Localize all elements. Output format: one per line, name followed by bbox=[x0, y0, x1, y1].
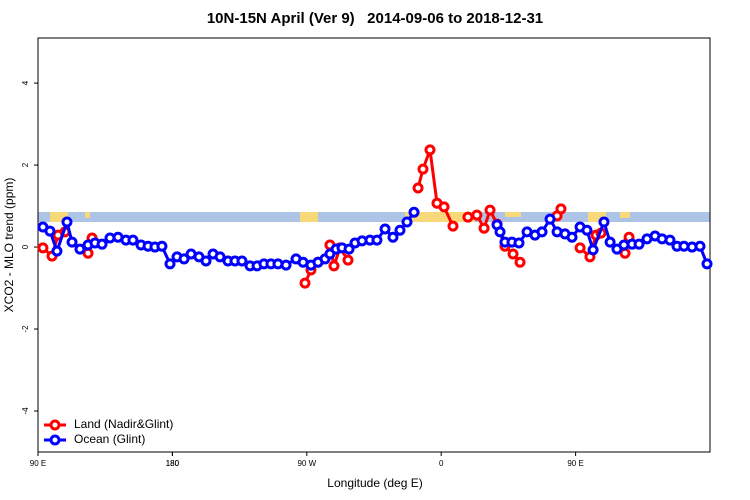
data-point bbox=[412, 182, 424, 194]
x-tick-label: 180 bbox=[166, 459, 180, 468]
y-tick-label: 4 bbox=[21, 80, 30, 85]
data-point bbox=[598, 216, 610, 228]
data-point bbox=[694, 240, 706, 252]
data-point bbox=[343, 243, 355, 255]
data-point bbox=[44, 225, 56, 237]
data-point bbox=[379, 223, 391, 235]
data-point bbox=[394, 224, 406, 236]
data-point bbox=[214, 251, 226, 263]
data-point bbox=[478, 222, 490, 234]
data-point bbox=[566, 231, 578, 243]
data-point bbox=[438, 201, 450, 213]
data-point bbox=[544, 213, 556, 225]
data-point bbox=[408, 206, 420, 218]
data-point bbox=[494, 226, 506, 238]
data-point bbox=[74, 243, 86, 255]
data-point bbox=[280, 259, 292, 271]
y-axis-label: XCO2 - MLO trend (ppm) bbox=[2, 178, 16, 313]
data-point bbox=[574, 242, 586, 254]
data-point bbox=[417, 163, 429, 175]
data-point bbox=[66, 236, 78, 248]
data-point bbox=[328, 260, 340, 272]
x-axis-label: Longitude (deg E) bbox=[327, 476, 422, 490]
x-tick-label: 0 bbox=[439, 459, 444, 468]
land-patch bbox=[505, 212, 521, 217]
x-tick-label: 180 bbox=[166, 459, 180, 468]
data-point bbox=[462, 211, 474, 223]
data-point bbox=[164, 258, 176, 270]
land-patch bbox=[405, 212, 475, 222]
data-point bbox=[299, 277, 311, 289]
data-point bbox=[471, 209, 483, 221]
data-point bbox=[342, 254, 354, 266]
y-tick-label: 0 bbox=[21, 244, 30, 249]
legend-label: Land (Nadir&Glint) bbox=[74, 417, 173, 431]
data-point bbox=[51, 245, 63, 257]
data-point bbox=[604, 236, 616, 248]
data-point bbox=[371, 234, 383, 246]
y-tick-label: -2 bbox=[21, 325, 30, 333]
data-point bbox=[401, 216, 413, 228]
land-patch bbox=[85, 212, 90, 218]
y-tick-label: -4 bbox=[21, 407, 30, 415]
data-point bbox=[514, 256, 526, 268]
data-point bbox=[236, 255, 248, 267]
data-point bbox=[61, 216, 73, 228]
data-point bbox=[387, 231, 399, 243]
legend-label: Ocean (Glint) bbox=[74, 432, 145, 446]
legend-marker bbox=[49, 434, 61, 446]
data-point bbox=[664, 234, 676, 246]
data-point bbox=[178, 253, 190, 265]
data-point bbox=[200, 255, 212, 267]
legend-marker bbox=[49, 419, 61, 431]
land-patch bbox=[300, 212, 318, 222]
land-patch bbox=[588, 212, 606, 222]
ocean-strip bbox=[38, 212, 710, 222]
data-point bbox=[507, 248, 519, 260]
data-point bbox=[633, 238, 645, 250]
data-point bbox=[37, 242, 49, 254]
x-tick-label: 90 E bbox=[30, 459, 46, 468]
land-patch bbox=[620, 212, 630, 218]
x-tick-label: 90 W bbox=[297, 459, 316, 468]
data-point bbox=[424, 144, 436, 156]
x-tick-label: 90 E bbox=[567, 459, 583, 468]
data-point bbox=[701, 258, 713, 270]
y-tick-label: 2 bbox=[21, 162, 30, 167]
chart-title: 10N-15N April (Ver 9) 2014-09-06 to 2018… bbox=[207, 10, 543, 27]
data-point bbox=[127, 234, 139, 246]
data-point bbox=[447, 220, 459, 232]
data-point bbox=[536, 226, 548, 238]
data-point bbox=[484, 204, 496, 216]
data-point bbox=[587, 244, 599, 256]
data-point bbox=[555, 203, 567, 215]
map-strip bbox=[38, 212, 710, 222]
land-patch bbox=[50, 212, 68, 222]
data-point bbox=[581, 224, 593, 236]
data-point bbox=[513, 237, 525, 249]
data-point bbox=[156, 240, 168, 252]
plot-frame bbox=[37, 37, 711, 453]
data-point bbox=[96, 238, 108, 250]
